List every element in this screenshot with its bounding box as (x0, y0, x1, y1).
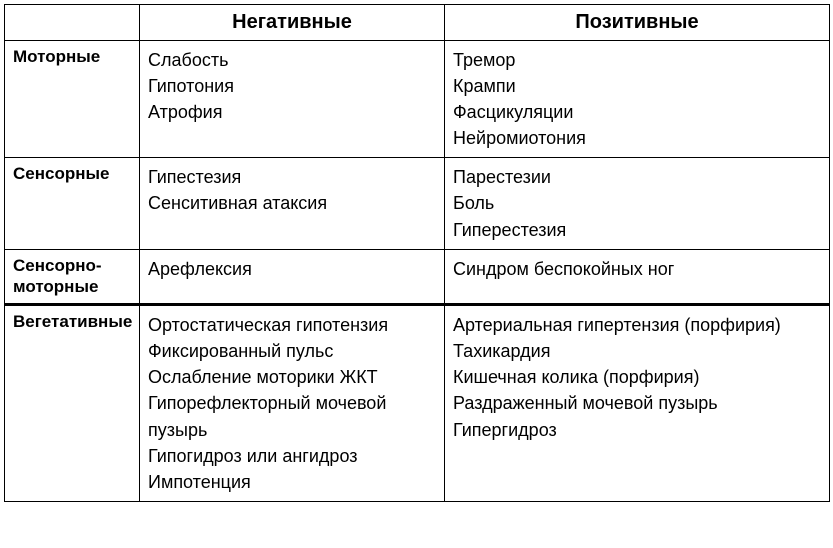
table-body: МоторныеСлабостьГипотонияАтрофияТреморКр… (5, 41, 830, 502)
list-item: Нейромиотония (453, 125, 821, 151)
list-item: Гипорефлекторный мочевой пузырь (148, 390, 436, 442)
list-item: Раздраженный мочевой пузырь (453, 390, 821, 416)
header-positive: Позитивные (445, 5, 830, 41)
list-item: Гипогидроз или ангидроз (148, 443, 436, 469)
cell-negative: Ортостатическая гипотензияФиксированный … (140, 305, 445, 502)
list-item: Фиксированный пульс (148, 338, 436, 364)
cell-negative: СлабостьГипотонияАтрофия (140, 41, 445, 158)
list-item: Кишечная колика (порфирия) (453, 364, 821, 390)
table-row: СенсорныеГипестезияСенситивная атаксияПа… (5, 158, 830, 249)
list-item: Гипергидроз (453, 417, 821, 443)
row-label: Сенсорно-моторные (5, 249, 140, 305)
cell-positive: ПарестезииБольГиперестезия (445, 158, 830, 249)
table-row: ВегетативныеОртостатическая гипотензияФи… (5, 305, 830, 502)
cell-negative: ГипестезияСенситивная атаксия (140, 158, 445, 249)
cell-negative: Арефлексия (140, 249, 445, 305)
list-item: Сенситивная атаксия (148, 190, 436, 216)
list-item: Слабость (148, 47, 436, 73)
list-item: Импотенция (148, 469, 436, 495)
list-item: Ортостатическая гипотензия (148, 312, 436, 338)
list-item: Гипестезия (148, 164, 436, 190)
table-row: МоторныеСлабостьГипотонияАтрофияТреморКр… (5, 41, 830, 158)
cell-positive: Синдром беспокойных ног (445, 249, 830, 305)
list-item: Атрофия (148, 99, 436, 125)
list-item: Тахикардия (453, 338, 821, 364)
list-item: Гипотония (148, 73, 436, 99)
list-item: Арефлексия (148, 256, 436, 282)
list-item: Фасцикуляции (453, 99, 821, 125)
list-item: Ослабление моторики ЖКТ (148, 364, 436, 390)
row-label: Сенсорные (5, 158, 140, 249)
list-item: Крампи (453, 73, 821, 99)
table-row: Сенсорно-моторные Арефлексия Синдром беспо… (5, 249, 830, 305)
list-item: Синдром беспокойных ног (453, 256, 821, 282)
list-item: Боль (453, 190, 821, 216)
row-label: Вегетативные (5, 305, 140, 502)
cell-positive: ТреморКрампиФасцикуляцииНейромиотония (445, 41, 830, 158)
symptoms-table: Негативные Позитивные МоторныеСлабостьГи… (4, 4, 830, 502)
header-corner (5, 5, 140, 41)
row-label: Моторные (5, 41, 140, 158)
list-item: Гиперестезия (453, 217, 821, 243)
list-item: Артериальная гипертензия (порфирия) (453, 312, 821, 338)
header-negative: Негативные (140, 5, 445, 41)
cell-positive: Артериальная гипертензия (порфирия)Тахик… (445, 305, 830, 502)
table-header-row: Негативные Позитивные (5, 5, 830, 41)
list-item: Тремор (453, 47, 821, 73)
list-item: Парестезии (453, 164, 821, 190)
